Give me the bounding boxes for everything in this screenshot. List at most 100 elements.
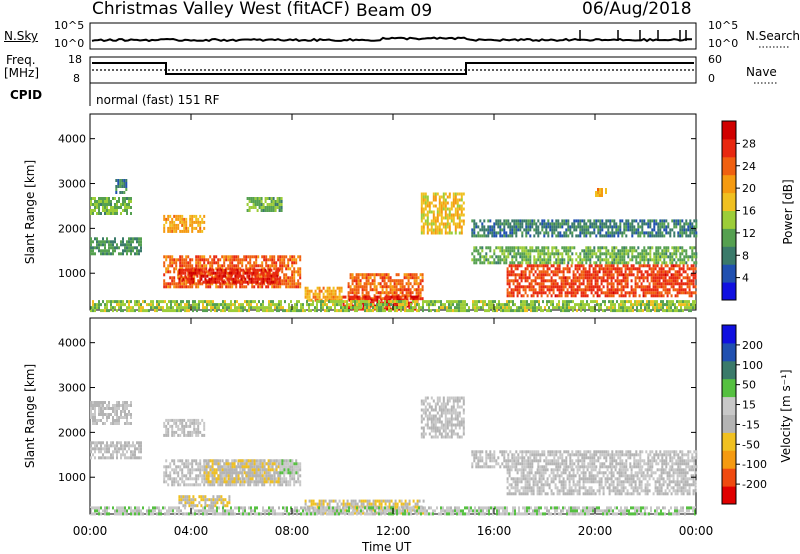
echo-cell xyxy=(353,276,356,280)
echo-cell xyxy=(512,270,515,274)
echo-cell xyxy=(187,270,190,274)
echo-cell xyxy=(115,188,118,191)
echo-cell xyxy=(532,300,534,304)
echo-cell xyxy=(541,261,544,265)
echo-cell xyxy=(163,282,166,286)
echo-cell xyxy=(180,268,183,272)
echo-cell xyxy=(475,249,478,253)
echo-cell xyxy=(483,231,486,235)
echo-cell xyxy=(485,255,488,259)
echo-cell xyxy=(493,222,496,226)
echo-cell xyxy=(502,306,504,310)
echo-cell xyxy=(666,300,668,304)
echo-cell xyxy=(614,303,616,307)
echo-cell xyxy=(102,447,104,451)
echo-cell xyxy=(234,274,237,278)
echo-region xyxy=(595,188,607,197)
echo-cell xyxy=(299,270,302,274)
echo-cell xyxy=(195,418,198,422)
echo-cell xyxy=(456,192,459,196)
echo-cell xyxy=(549,222,552,226)
echo-cell xyxy=(276,280,279,284)
echo-cell xyxy=(355,276,358,280)
echo-cell xyxy=(279,261,282,265)
echo-cell xyxy=(308,303,310,307)
echo-cell xyxy=(179,229,182,233)
echo-cell xyxy=(173,459,176,463)
echo-cell xyxy=(379,276,382,280)
echo-cell xyxy=(691,225,694,229)
echo-cell xyxy=(514,288,517,292)
echo-cell xyxy=(367,279,370,283)
echo-cell xyxy=(661,255,664,259)
echo-cell xyxy=(274,306,276,310)
echo-cell xyxy=(230,309,232,313)
echo-cell xyxy=(670,285,673,289)
echo-cell xyxy=(537,228,540,232)
echo-cell xyxy=(422,192,425,196)
echo-cell xyxy=(516,264,519,268)
echo-cell xyxy=(187,433,190,437)
echo-cell xyxy=(484,309,486,313)
echo-cell xyxy=(140,306,142,310)
echo-cell xyxy=(340,295,343,299)
echo-cell xyxy=(621,258,624,262)
echo-cell xyxy=(540,306,542,310)
echo-cell xyxy=(660,282,663,286)
echo-cell xyxy=(665,246,668,250)
echo-cell xyxy=(521,246,524,250)
echo-cell xyxy=(458,216,461,220)
echo-cell xyxy=(599,225,602,229)
echo-cell xyxy=(550,276,553,280)
echo-cell xyxy=(644,285,647,289)
echo-cell xyxy=(283,264,286,268)
echo-cell xyxy=(398,303,400,307)
echo-cell xyxy=(517,228,520,232)
echo-cell xyxy=(473,234,476,238)
echo-cell xyxy=(404,300,406,304)
echo-cell xyxy=(680,300,682,304)
echo-cell xyxy=(484,303,486,307)
echo-cell xyxy=(512,264,515,268)
echo-cell xyxy=(130,450,132,454)
echo-cell xyxy=(357,291,360,295)
echo-cell xyxy=(122,300,124,304)
echo-cell xyxy=(165,430,168,434)
echo-cell xyxy=(230,306,232,310)
echo-cell xyxy=(623,255,626,259)
echo-cell xyxy=(452,204,455,208)
echo-cell xyxy=(358,300,360,304)
echo-cell xyxy=(610,282,613,286)
echo-cell xyxy=(444,213,447,217)
echo-cell xyxy=(310,303,312,307)
echo-cell xyxy=(517,219,520,223)
echo-cell xyxy=(90,407,92,410)
echo-cell xyxy=(196,268,199,272)
echo-cell xyxy=(627,222,630,226)
echo-cell xyxy=(516,294,519,298)
echo-cell xyxy=(243,285,246,289)
echo-cell xyxy=(646,270,649,274)
echo-cell xyxy=(271,258,274,262)
echo-cell xyxy=(114,407,116,410)
echo-cell xyxy=(688,267,691,271)
echo-cell xyxy=(672,273,675,277)
echo-cell xyxy=(206,309,208,313)
echo-cell xyxy=(106,237,108,241)
echo-cell xyxy=(553,261,556,265)
echo-cell xyxy=(560,276,563,280)
echo-cell xyxy=(90,203,92,206)
echo-cell xyxy=(695,222,698,226)
echo-cell xyxy=(672,276,675,280)
echo-cell xyxy=(179,261,182,265)
echo-cell xyxy=(438,228,441,232)
echo-cell xyxy=(245,255,248,259)
echo-cell xyxy=(522,309,524,313)
echo-cell xyxy=(359,279,362,283)
echo-cell xyxy=(289,279,292,283)
echo-cell xyxy=(140,450,142,454)
echo-cell xyxy=(684,270,687,274)
echo-cell xyxy=(584,270,587,274)
echo-cell xyxy=(654,303,656,307)
echo-cell xyxy=(613,249,616,253)
